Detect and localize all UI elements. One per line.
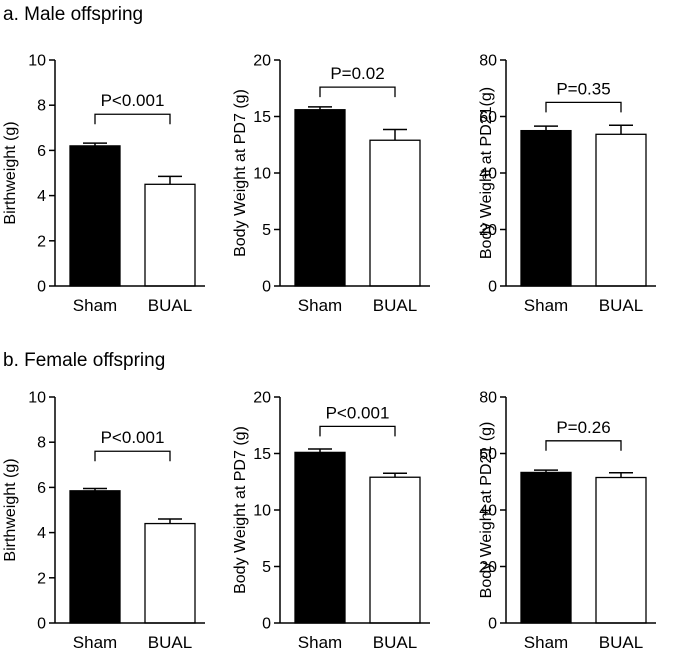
bar-sham xyxy=(294,451,346,624)
y-tick-label: 10 xyxy=(253,166,271,183)
x-tick-label-bual: BUAL xyxy=(373,633,417,652)
bar-sham xyxy=(69,145,121,287)
bar-bual xyxy=(144,522,196,624)
bar-bual xyxy=(369,476,421,624)
bar-chart-0: 0 2 4 6 8 10 Sham BUAL Birthweight (g) P<0.001 xyxy=(2,53,205,315)
y-tick-label: 10 xyxy=(28,390,46,407)
bar-sham xyxy=(294,109,346,287)
x-tick-label-bual: BUAL xyxy=(599,633,643,652)
bar-chart-5: 0 20 40 60 80 Sham BUAL Body Weight at PD21 (g)… xyxy=(478,390,656,652)
y-tick-label: 0 xyxy=(488,616,497,633)
y-tick-label: 6 xyxy=(37,480,46,497)
p-value-label: P<0.001 xyxy=(101,428,165,447)
significance-bracket xyxy=(545,440,622,451)
bar-chart-4: 0 5 10 15 20 Sham BUAL Body Weight at PD7 (g) P<… xyxy=(232,390,430,652)
y-tick-label: 0 xyxy=(262,279,271,296)
y-axis-label: Birthweight (g) xyxy=(2,458,19,561)
x-tick-label-bual: BUAL xyxy=(148,296,192,315)
x-tick-label-bual: BUAL xyxy=(373,296,417,315)
significance-bracket xyxy=(319,425,396,437)
bar-sham xyxy=(69,490,121,624)
significance-bracket xyxy=(94,113,171,125)
y-tick-label: 0 xyxy=(488,279,497,296)
y-tick-label: 2 xyxy=(37,233,46,250)
x-tick-label-sham: Sham xyxy=(524,296,568,315)
y-tick-label: 15 xyxy=(253,109,271,126)
y-tick-label: 20 xyxy=(479,559,497,576)
y-tick-label: 5 xyxy=(262,559,271,576)
y-tick-label: 40 xyxy=(479,166,497,183)
x-tick-label-bual: BUAL xyxy=(148,633,192,652)
x-tick-label-sham: Sham xyxy=(298,633,342,652)
y-tick-label: 20 xyxy=(253,53,271,70)
y-tick-label: 0 xyxy=(262,616,271,633)
significance-bracket xyxy=(319,86,396,98)
significance-bracket xyxy=(545,101,622,113)
bar-bual xyxy=(144,183,196,287)
y-tick-label: 2 xyxy=(37,570,46,587)
y-tick-label: 60 xyxy=(479,109,497,126)
section-title-female: b. Female offspring xyxy=(3,350,165,371)
x-tick-label-bual: BUAL xyxy=(599,296,643,315)
y-tick-label: 4 xyxy=(37,525,46,542)
y-tick-label: 8 xyxy=(37,435,46,452)
y-tick-label: 5 xyxy=(262,222,271,239)
y-axis-label: Body Weight at PD7 (g) xyxy=(232,89,249,257)
y-tick-label: 10 xyxy=(253,503,271,520)
y-axis-label: Body Weight at PD21(g) xyxy=(478,87,495,259)
bar-sham xyxy=(520,471,572,624)
bar-bual xyxy=(595,476,647,624)
x-tick-label-sham: Sham xyxy=(73,633,117,652)
y-tick-label: 4 xyxy=(37,188,46,205)
y-tick-label: 60 xyxy=(479,446,497,463)
bar-chart-2: 0 20 40 60 80 Sham BUAL Body Weight at PD21(g) P… xyxy=(478,53,656,315)
x-tick-label-sham: Sham xyxy=(524,633,568,652)
p-value-label: P=0.26 xyxy=(556,418,610,437)
y-tick-label: 6 xyxy=(37,143,46,160)
y-tick-label: 20 xyxy=(253,390,271,407)
y-axis-label: Body Weight at PD7 (g) xyxy=(232,426,249,594)
x-tick-label-sham: Sham xyxy=(73,296,117,315)
y-tick-label: 20 xyxy=(479,222,497,239)
p-value-label: P<0.001 xyxy=(326,403,390,422)
y-axis-label: Body Weight at PD21 (g) xyxy=(478,422,495,599)
y-tick-label: 0 xyxy=(37,616,46,633)
p-value-label: P<0.001 xyxy=(101,91,165,110)
p-value-label: P=0.35 xyxy=(556,79,610,98)
bar-chart-3: 0 2 4 6 8 10 Sham BUAL Birthweight (g) P<0.001 xyxy=(2,390,205,652)
bar-chart-1: 0 5 10 15 20 Sham BUAL Body Weight at PD7 (g) P=… xyxy=(232,53,430,315)
y-tick-label: 15 xyxy=(253,446,271,463)
bar-bual xyxy=(369,139,421,287)
y-tick-label: 10 xyxy=(28,53,46,70)
y-tick-label: 80 xyxy=(479,53,497,70)
bar-sham xyxy=(520,129,572,287)
significance-bracket xyxy=(94,450,171,462)
y-tick-label: 0 xyxy=(37,279,46,296)
p-value-label: P=0.02 xyxy=(330,64,384,83)
bar-bual xyxy=(595,133,647,287)
y-tick-label: 40 xyxy=(479,503,497,520)
y-tick-label: 8 xyxy=(37,98,46,115)
y-tick-label: 80 xyxy=(479,390,497,407)
charts-group: 0 2 4 6 8 10 Sham BUAL Birthweight (g) P<0.001 0 5 1… xyxy=(2,53,656,652)
x-tick-label-sham: Sham xyxy=(298,296,342,315)
y-axis-label: Birthweight (g) xyxy=(2,121,19,224)
section-title-male: a. Male offspring xyxy=(3,4,143,25)
